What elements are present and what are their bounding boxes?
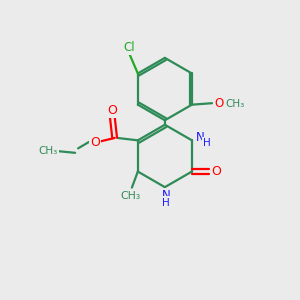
Text: N: N [196,131,205,144]
Text: H: H [203,138,211,148]
Text: N: N [162,189,171,202]
Text: O: O [90,136,100,148]
Text: CH₃: CH₃ [120,191,140,201]
Text: O: O [214,97,224,110]
Text: O: O [212,165,221,178]
Text: O: O [107,103,117,116]
Text: CH₃: CH₃ [225,99,244,109]
Text: CH₃: CH₃ [38,146,57,156]
Text: H: H [163,198,170,208]
Text: Cl: Cl [124,41,135,54]
